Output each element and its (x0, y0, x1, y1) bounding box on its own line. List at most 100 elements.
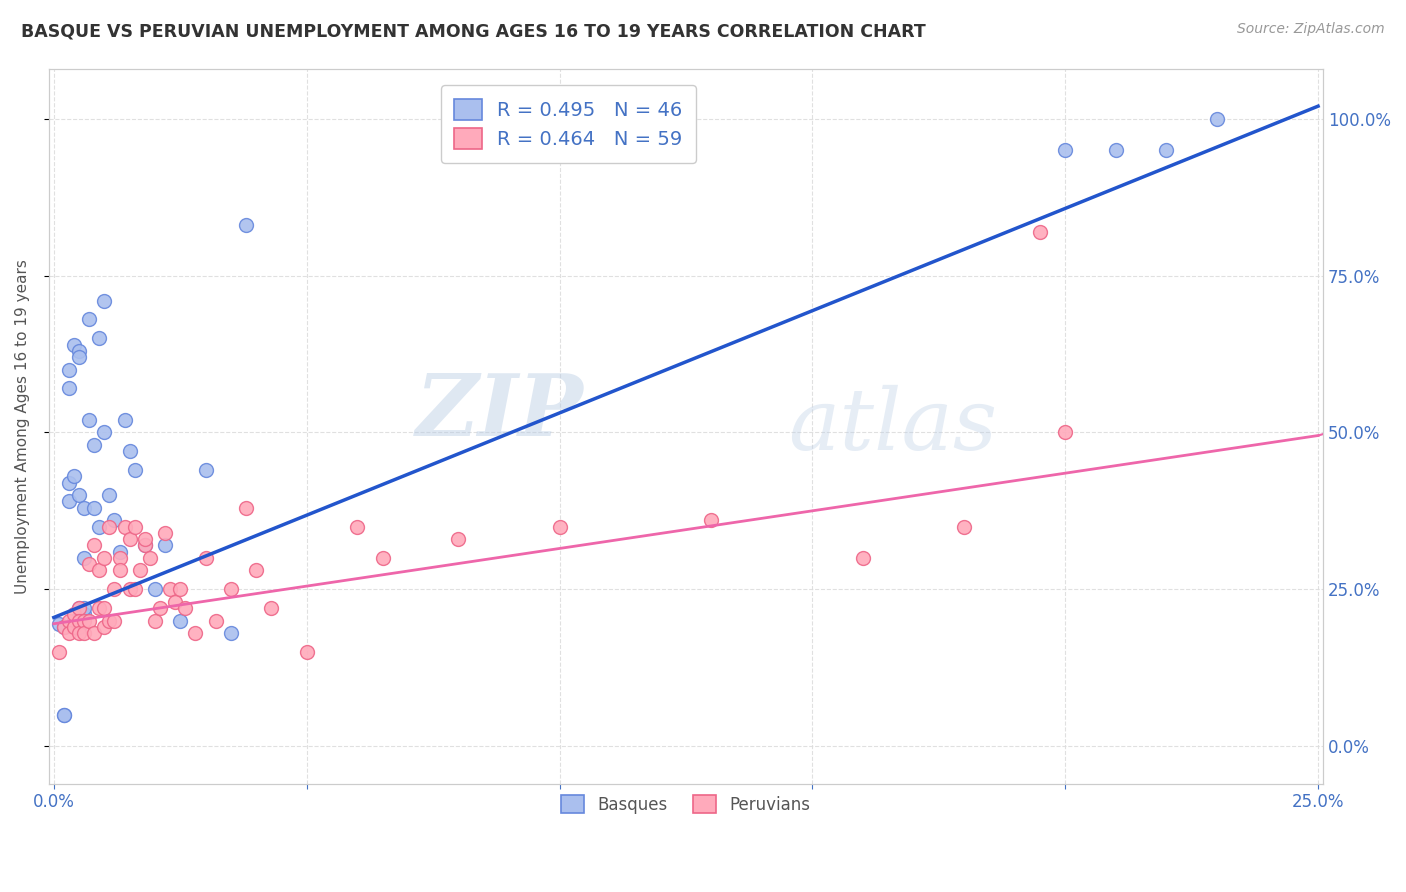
Point (83, 626, 105, 640)
Point (93, 425, 115, 440)
Point (89, 331, 111, 345)
Point (67, 626, 90, 640)
Point (52, 620, 75, 634)
Point (73, 614, 96, 628)
Point (1206, 112, 1229, 126)
Point (77, 312, 100, 326)
Point (63, 607, 86, 622)
Point (124, 582, 146, 597)
Point (63, 620, 86, 634)
Point (371, 550, 394, 565)
Point (67, 601, 90, 615)
Point (52, 707, 75, 722)
Point (67, 614, 90, 628)
Point (235, 219, 257, 233)
Point (63, 469, 86, 483)
Point (169, 582, 191, 597)
Point (73, 550, 96, 565)
Point (89, 601, 111, 615)
Point (93, 550, 115, 565)
Point (174, 601, 197, 615)
Point (98, 614, 121, 628)
Point (235, 500, 257, 515)
Text: BASQUE VS PERUVIAN UNEMPLOYMENT AMONG AGES 16 TO 19 YEARS CORRELATION CHART: BASQUE VS PERUVIAN UNEMPLOYMENT AMONG AG… (21, 22, 925, 40)
Point (108, 550, 131, 565)
Point (73, 601, 96, 615)
Point (77, 413, 100, 427)
Point (118, 532, 141, 546)
Point (194, 463, 217, 477)
Point (346, 519, 368, 533)
Point (77, 557, 100, 571)
Point (103, 513, 125, 527)
Point (124, 519, 146, 533)
Point (58, 362, 80, 376)
Point (67, 350, 90, 364)
Point (184, 626, 207, 640)
Point (67, 601, 90, 615)
Y-axis label: Unemployment Among Ages 16 to 19 years: Unemployment Among Ages 16 to 19 years (15, 259, 30, 593)
Point (548, 519, 571, 533)
Text: Source: ZipAtlas.com: Source: ZipAtlas.com (1237, 22, 1385, 37)
Point (143, 614, 166, 628)
Point (103, 614, 125, 628)
Point (52, 707, 75, 722)
Point (83, 438, 105, 452)
Point (165, 595, 187, 609)
Point (114, 519, 136, 533)
Point (1054, 425, 1077, 440)
Point (118, 444, 141, 458)
Text: atlas: atlas (787, 384, 997, 467)
Point (89, 563, 111, 577)
Point (73, 607, 96, 622)
Point (134, 532, 156, 546)
Point (118, 582, 141, 597)
Point (89, 519, 111, 533)
Point (219, 626, 242, 640)
Point (63, 614, 86, 628)
Point (58, 614, 80, 628)
Point (245, 563, 267, 577)
Point (58, 626, 80, 640)
Point (67, 343, 90, 358)
Point (108, 563, 131, 577)
Point (139, 550, 162, 565)
Point (1105, 143, 1128, 157)
Point (98, 519, 121, 533)
Point (124, 463, 146, 477)
Point (58, 494, 80, 508)
Point (204, 614, 226, 628)
Point (67, 488, 90, 502)
Point (83, 538, 105, 552)
Point (149, 601, 172, 615)
Point (143, 582, 166, 597)
Legend: Basques, Peruvians: Basques, Peruvians (550, 783, 823, 825)
Point (1156, 143, 1178, 157)
Point (98, 488, 121, 502)
Point (108, 544, 131, 558)
Point (1029, 225, 1052, 239)
Point (953, 519, 976, 533)
Point (67, 620, 90, 634)
Point (169, 614, 191, 628)
Point (159, 582, 181, 597)
Point (114, 413, 136, 427)
Point (128, 563, 150, 577)
Point (295, 645, 318, 659)
Point (58, 475, 80, 490)
Point (260, 601, 283, 615)
Point (93, 293, 115, 308)
Point (93, 620, 115, 634)
Point (73, 626, 96, 640)
Point (58, 382, 80, 396)
Point (77, 614, 100, 628)
Point (153, 525, 176, 540)
Point (67, 614, 90, 628)
Point (63, 337, 86, 351)
Point (93, 601, 115, 615)
Point (447, 532, 470, 546)
Point (134, 538, 156, 552)
Text: ZIP: ZIP (416, 370, 583, 453)
Point (48, 645, 70, 659)
Point (219, 582, 242, 597)
